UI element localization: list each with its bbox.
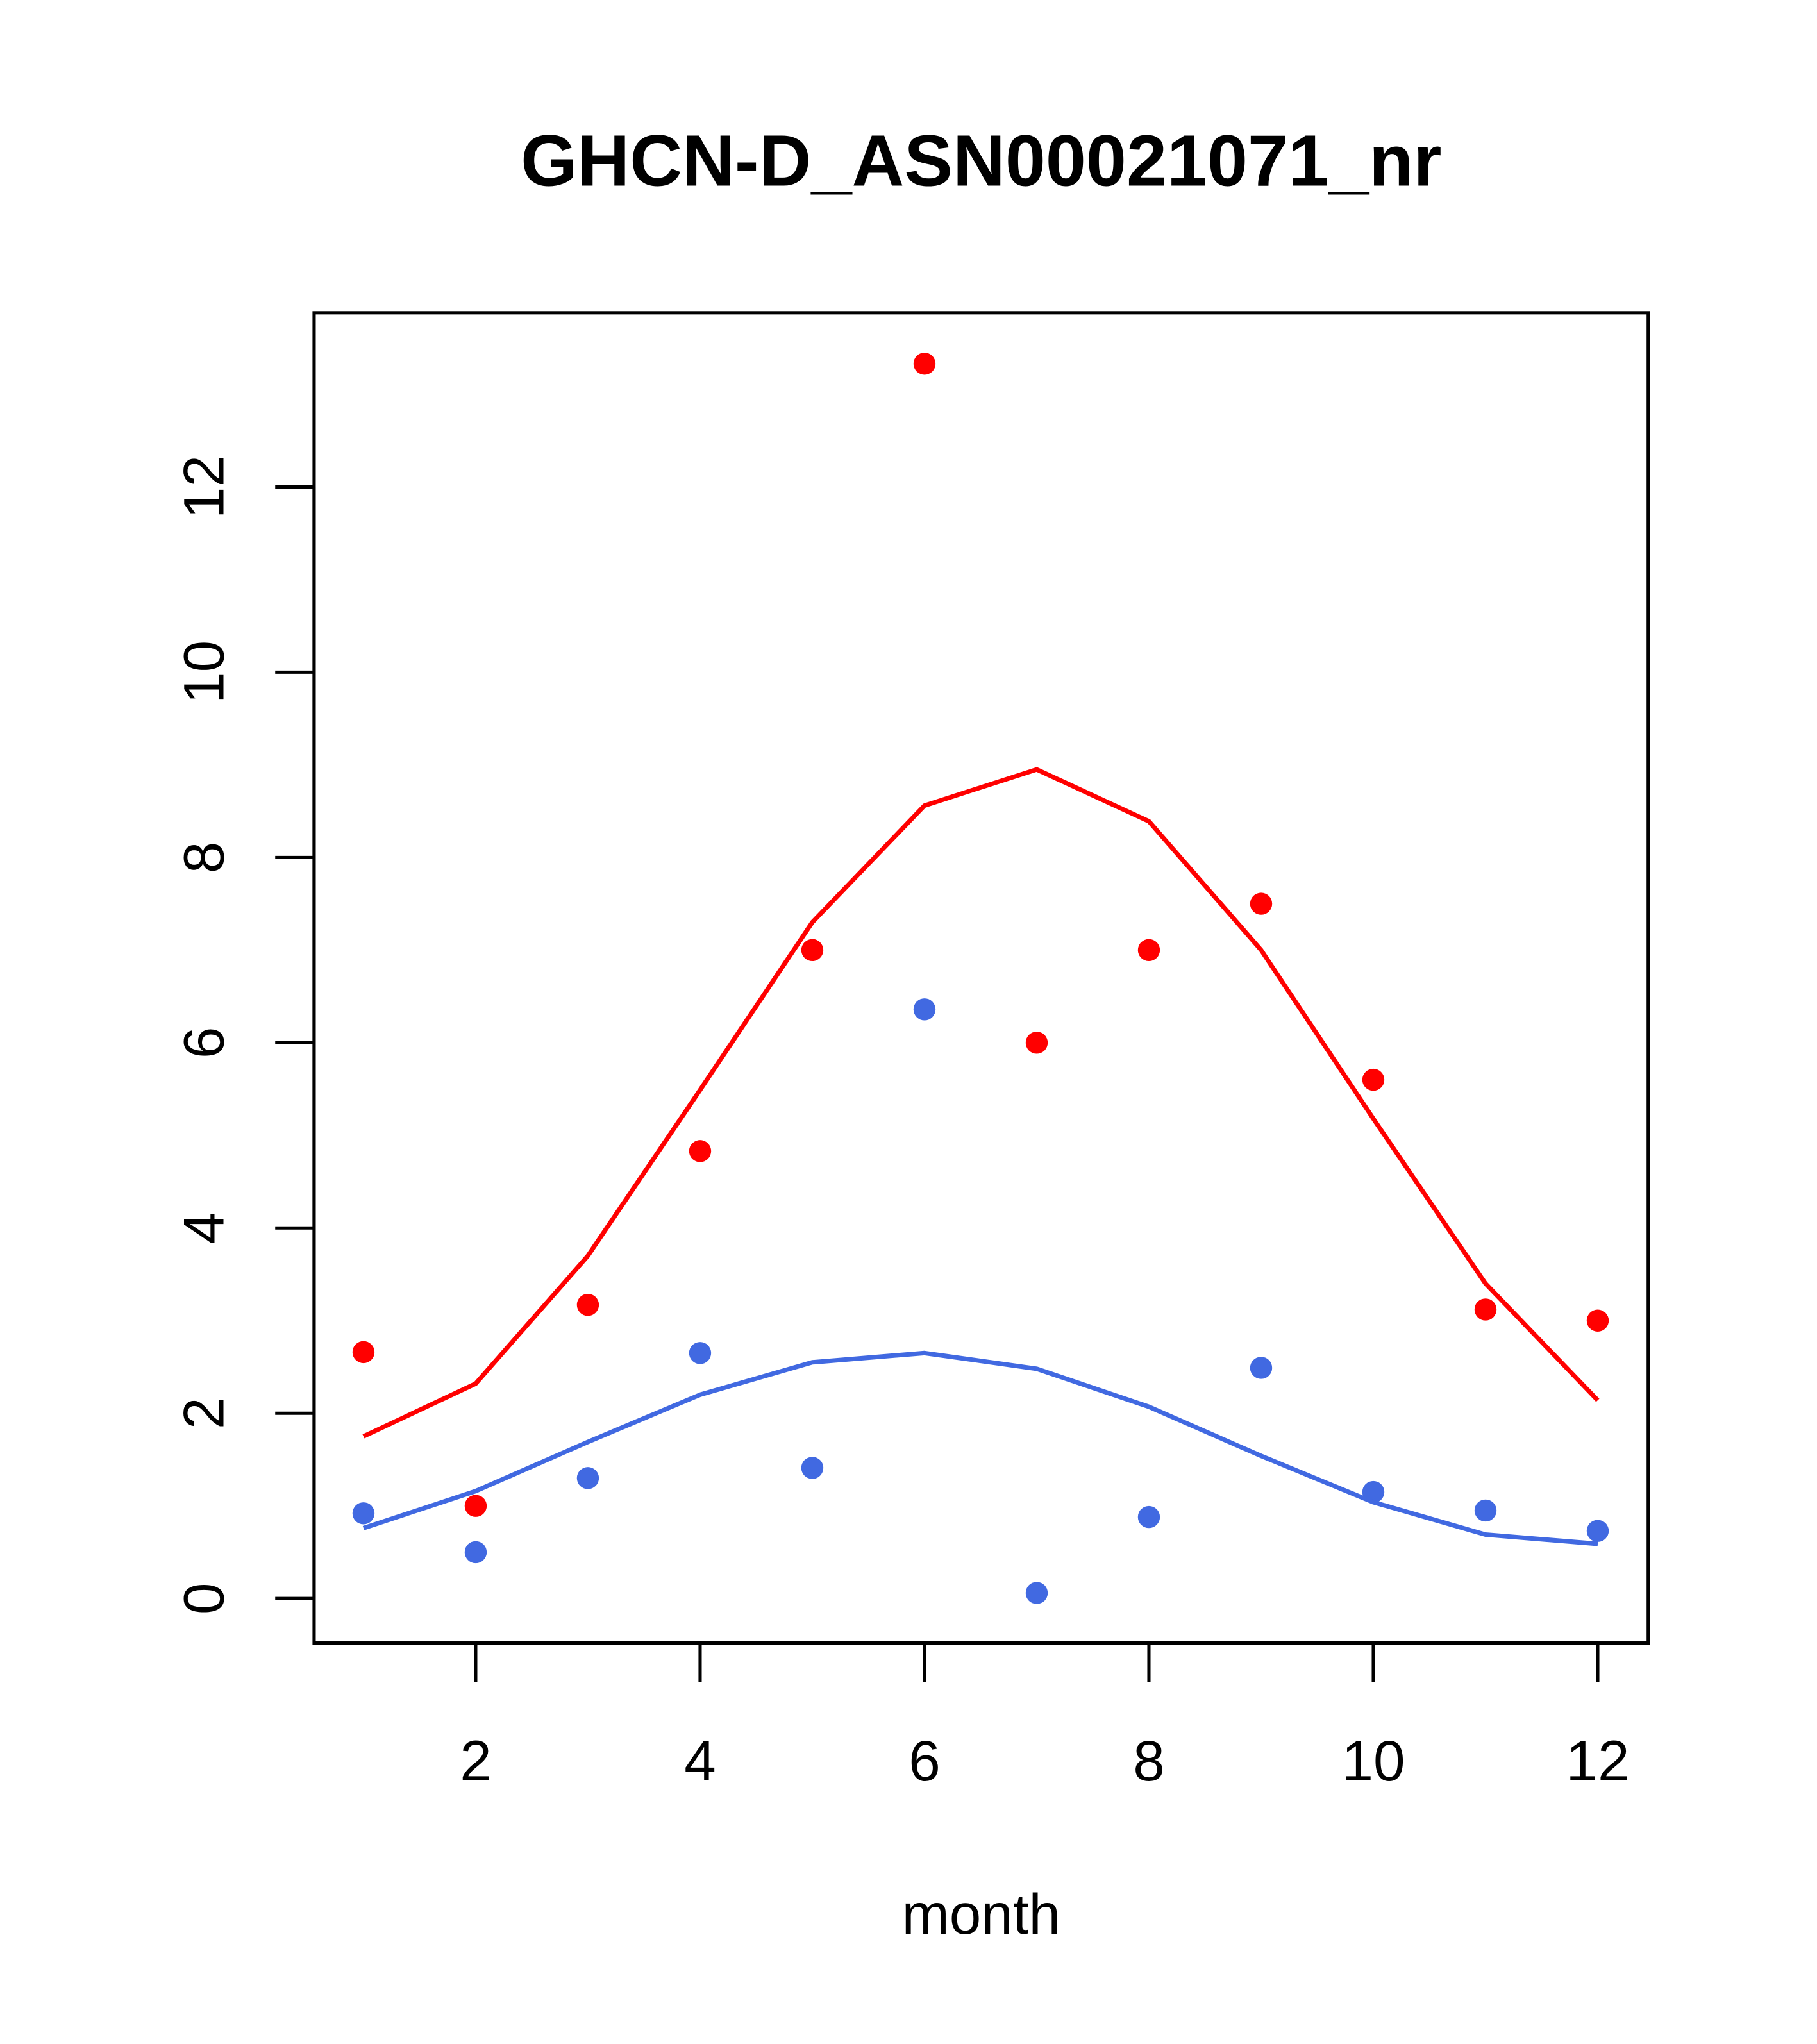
x-tick-label: 8 — [1133, 1729, 1165, 1793]
red-points-point — [1250, 892, 1273, 915]
blue-points-point — [1025, 1582, 1048, 1604]
red-points-point — [1137, 939, 1160, 962]
blue-points-point — [352, 1502, 375, 1525]
y-axis: 0 2 4 6 8 10 12 — [171, 455, 316, 1614]
blue-points-point — [913, 998, 936, 1021]
blue-points-point — [1474, 1499, 1497, 1522]
blue-points-point — [1586, 1520, 1609, 1542]
blue-points-point — [801, 1457, 824, 1479]
y-tick-label: 2 — [171, 1397, 235, 1429]
red-points-point — [1586, 1309, 1609, 1332]
red-points-point — [1362, 1068, 1385, 1091]
red-points-point — [1474, 1298, 1497, 1321]
blue-points-point — [464, 1541, 487, 1564]
y-tick-label: 8 — [171, 842, 235, 874]
plot-frame — [312, 311, 1650, 1645]
red-points-point — [464, 1495, 487, 1517]
x-axis: 2 4 6 8 10 12 — [460, 1641, 1630, 1793]
x-tick-label: 10 — [1341, 1729, 1405, 1793]
series-layer — [352, 353, 1609, 1604]
x-tick-label: 12 — [1566, 1729, 1629, 1793]
y-tick-label: 12 — [171, 455, 235, 519]
x-tick-label: 4 — [684, 1729, 716, 1793]
x-axis-label: month — [902, 1882, 1061, 1946]
y-tick-label: 10 — [171, 641, 235, 704]
red-points-point — [689, 1140, 712, 1162]
blue-points-point — [576, 1467, 599, 1489]
y-tick-label: 6 — [171, 1027, 235, 1059]
x-tick-label: 2 — [460, 1729, 492, 1793]
chart-title: GHCN-D_ASN00021071_nr — [521, 120, 1441, 201]
y-tick-label: 4 — [171, 1212, 235, 1244]
red-points-point — [352, 1341, 375, 1364]
blue-line-series — [362, 1350, 1598, 1546]
blue-points-point — [689, 1342, 712, 1364]
blue-points-point — [1137, 1505, 1160, 1529]
red-points-point — [576, 1293, 599, 1316]
x-tick-label: 6 — [908, 1729, 941, 1793]
red-points-point — [913, 353, 936, 375]
red-line-series — [362, 767, 1600, 1439]
blue-points-point — [1250, 1357, 1273, 1379]
y-tick-label: 0 — [171, 1582, 235, 1614]
red-points-point — [801, 939, 824, 962]
red-points-point — [1025, 1032, 1048, 1054]
